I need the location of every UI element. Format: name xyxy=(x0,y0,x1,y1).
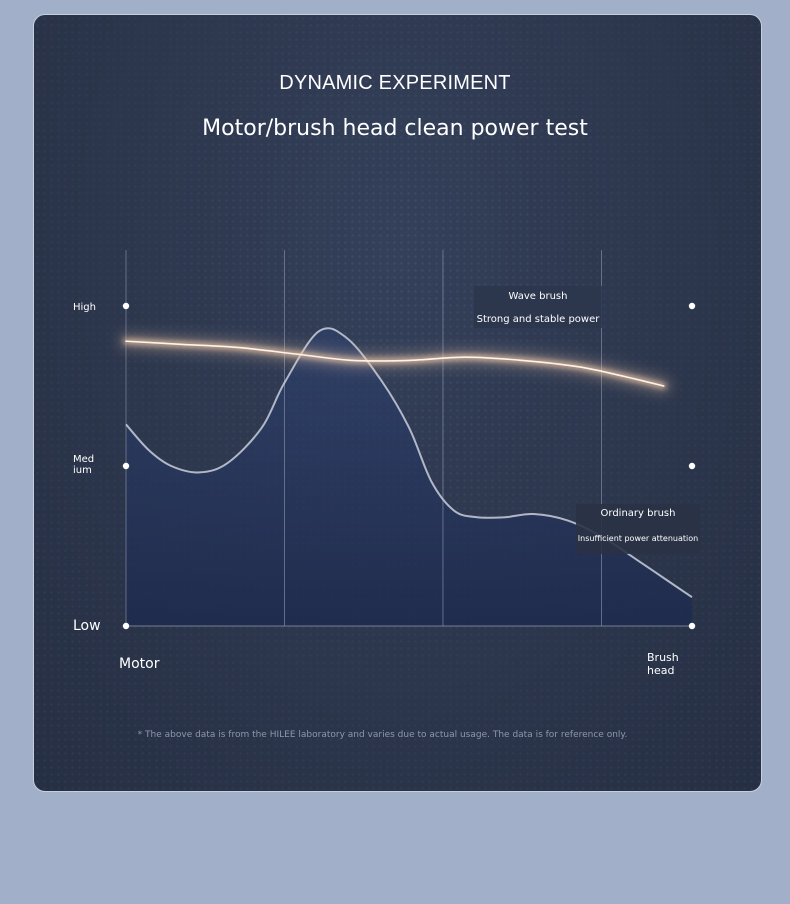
series-description-1: Insufficient power attenuation xyxy=(578,534,698,543)
x-label-end: Brush head xyxy=(647,651,679,677)
world-map-dots xyxy=(34,15,761,791)
footnote: * The above data is from the HILEE labor… xyxy=(137,730,628,740)
level-dot-start-0 xyxy=(122,622,130,630)
level-dot-start-2 xyxy=(122,302,130,310)
chart-title: Motor/brush head clean power test xyxy=(202,116,588,141)
wave-brush-line xyxy=(125,340,665,387)
level-dot-start-1 xyxy=(122,462,130,470)
level-dot-end-0 xyxy=(688,622,696,630)
y-level-label-0: Low xyxy=(73,618,101,634)
series-name-0: Wave brush xyxy=(509,291,568,302)
level-dot-end-2 xyxy=(688,302,696,310)
ordinary-brush-area xyxy=(126,328,692,626)
page-title: DYNAMIC EXPERIMENT xyxy=(279,72,511,94)
x-label-start: Motor xyxy=(119,656,160,672)
series-description-0: Strong and stable power xyxy=(477,314,601,325)
y-level-label-2: High xyxy=(73,302,96,313)
chart-card xyxy=(33,14,762,792)
series-label-box-0 xyxy=(474,286,602,328)
level-dot-end-1 xyxy=(688,462,696,470)
y-level-label-1: Med ium xyxy=(73,454,94,476)
series-name-1: Ordinary brush xyxy=(601,508,676,519)
series-label-box-1 xyxy=(576,504,700,554)
